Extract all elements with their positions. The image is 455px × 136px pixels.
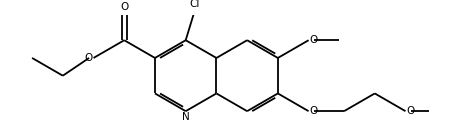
Text: N: N — [182, 112, 190, 122]
Text: Cl: Cl — [190, 0, 200, 9]
Text: O: O — [309, 35, 318, 45]
Text: O: O — [309, 106, 318, 116]
Text: O: O — [120, 2, 128, 12]
Text: O: O — [84, 53, 93, 63]
Text: O: O — [406, 106, 415, 116]
